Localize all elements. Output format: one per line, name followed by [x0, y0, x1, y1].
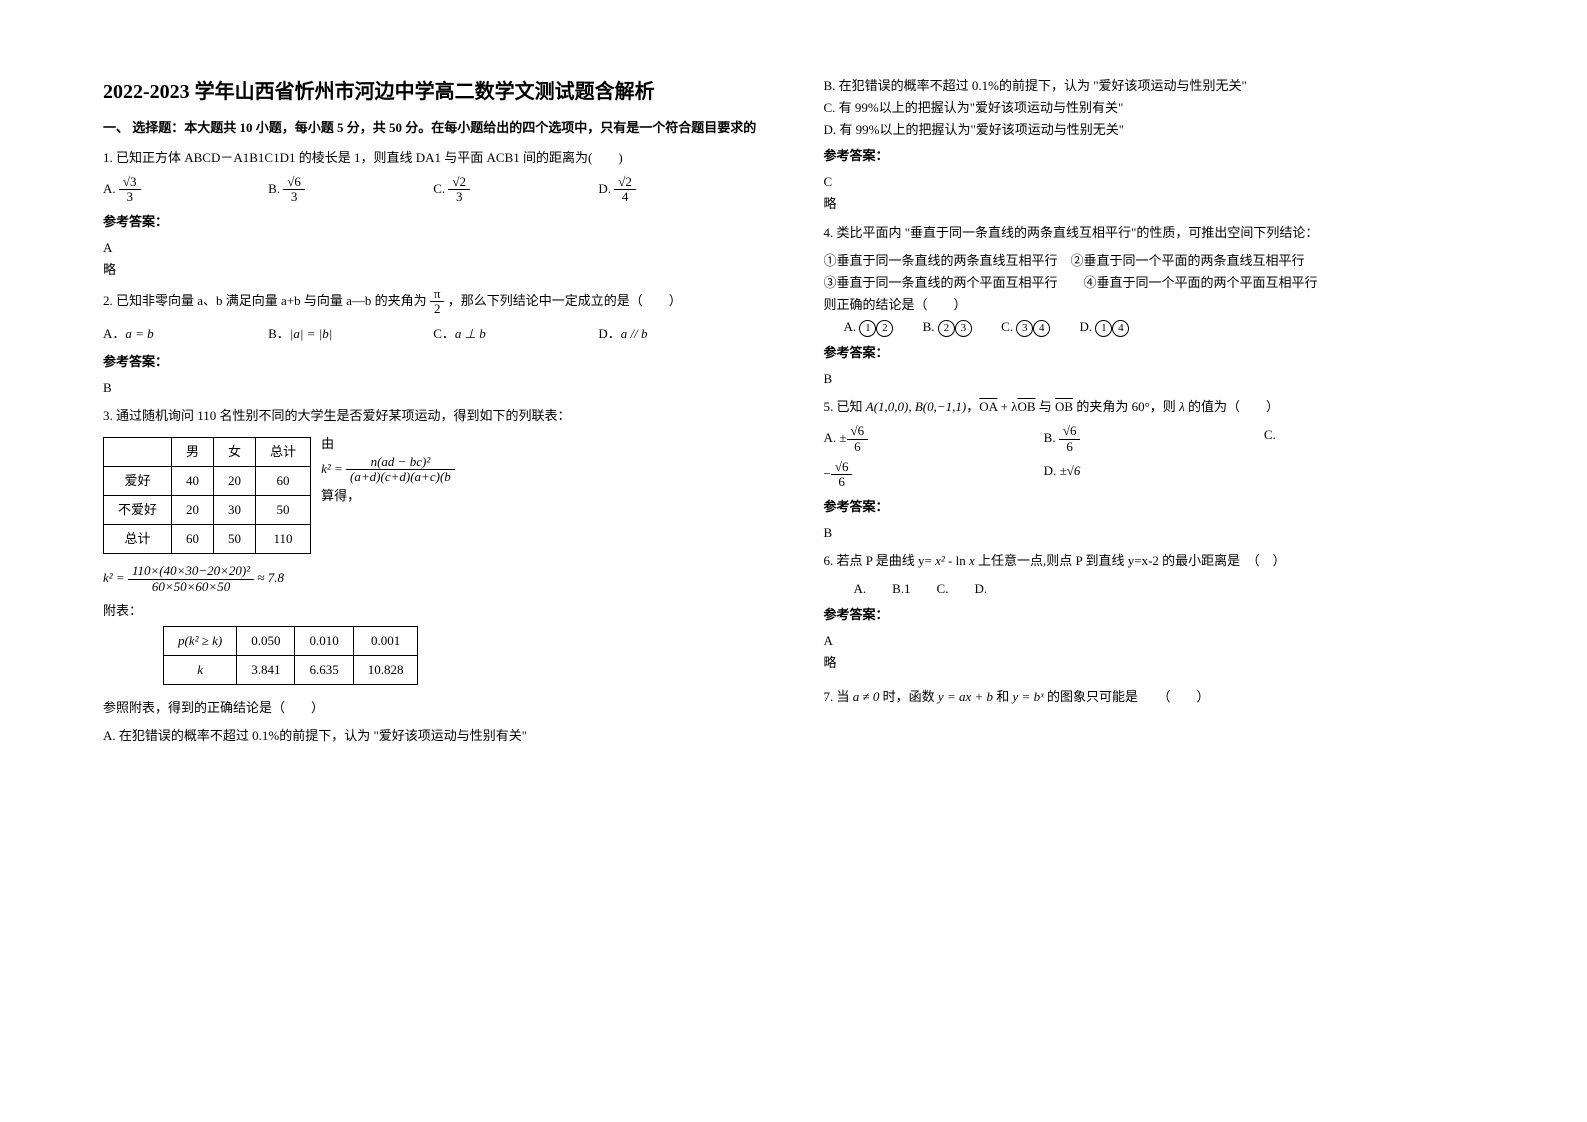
- q6-exp: 略: [824, 652, 1485, 674]
- q5-opt-c: −√66: [824, 460, 1044, 490]
- q5-options-row1: A. ±√66 B. √66 C.: [824, 424, 1485, 454]
- q1-ans: A: [103, 237, 764, 259]
- q5-opt-a: A. ±√66: [824, 424, 1044, 454]
- q4-ans: B: [824, 368, 1485, 390]
- q5-ans-label: 参考答案：: [824, 496, 1485, 518]
- q4-li1: ①垂直于同一条直线的两条直线互相平行 ②垂直于同一个平面的两条直线互相平行: [824, 250, 1485, 272]
- q3-exp: 略: [824, 193, 1485, 215]
- q3-attach-label: 附表：: [103, 600, 764, 622]
- q7-stem: 7. 当 a ≠ 0 时，函数 y = ax + b 和 y = bˣ 的图象只…: [824, 686, 1485, 708]
- q1-stem: 1. 已知正方体 ABCD－A1B1C1D1 的棱长是 1，则直线 DA1 与平…: [103, 147, 764, 169]
- q2-stem: 2. 已知非零向量 a、b 满足向量 a+b 与向量 a—b 的夹角为 π2 ，…: [103, 287, 764, 317]
- q3-table-row: 男 女 总计 爱好402060 不爱好203050 总计6050110 由 k²…: [103, 433, 764, 558]
- q2-opt-c: C．a ⊥ b: [433, 323, 598, 345]
- q3-opt-a: A. 在犯错误的概率不超过 0.1%的前提下，认为 "爱好该项运动与性别有关": [103, 725, 764, 747]
- q2-ans: B: [103, 377, 764, 399]
- q2-opt-b: B．|a| = |b|: [268, 323, 433, 345]
- q1-opt-c: C. √23: [433, 175, 598, 205]
- q3-ans: C: [824, 171, 1485, 193]
- q3-attach-table: p(k² ≥ k) 0.050 0.010 0.001 k 3.841 6.63…: [163, 626, 418, 685]
- q2-ans-label: 参考答案：: [103, 351, 764, 373]
- q6-ans: A: [824, 630, 1485, 652]
- q4-stem-a: 4. 类比平面内 "垂直于同一条直线的两条直线互相平行"的性质，可推出空间下列结…: [824, 222, 1485, 244]
- q4-options: A. 12 B. 23 C. 34 D. 14: [844, 316, 1485, 338]
- q3-table: 男 女 总计 爱好402060 不爱好203050 总计6050110: [103, 437, 311, 554]
- q4-ans-label: 参考答案：: [824, 342, 1485, 364]
- q3-side: 由 k² = n(ad − bc)² (a+d)(c+d)(a+c)(b 算得，: [311, 433, 455, 507]
- q3-ans-label: 参考答案：: [824, 145, 1485, 167]
- q1-ans-label: 参考答案：: [103, 211, 764, 233]
- q5-opt-b: B. √66: [1044, 424, 1264, 454]
- q3-opt-c: C. 有 99%以上的把握认为"爱好该项运动与性别有关": [824, 97, 1485, 119]
- q1-opt-a: A. √33: [103, 175, 268, 205]
- q3-k-formula: k² = 110×(40×30−20×20)² 60×50×60×50 ≈ 7.…: [103, 564, 764, 594]
- q2-opt-a: A．a = b: [103, 323, 268, 345]
- left-column: 2022-2023 学年山西省忻州市河边中学高二数学文测试题含解析 一、 选择题…: [95, 75, 794, 747]
- q6-options: A. B.1 C. D.: [854, 578, 1485, 600]
- q3-opt-b: B. 在犯错误的概率不超过 0.1%的前提下，认为 "爱好该项运动与性别无关": [824, 75, 1485, 97]
- q5-opt-c-label: C.: [1264, 424, 1484, 454]
- q1-options: A. √33 B. √63 C. √23 D. √24: [103, 175, 764, 205]
- q1-exp: 略: [103, 259, 764, 281]
- doc-title: 2022-2023 学年山西省忻州市河边中学高二数学文测试题含解析: [103, 75, 764, 109]
- q3-stem: 3. 通过随机询问 110 名性别不同的大学生是否爱好某项运动，得到如下的列联表…: [103, 405, 764, 427]
- q6-ans-label: 参考答案：: [824, 604, 1485, 626]
- section-1-head: 一、 选择题：本大题共 10 小题，每小题 5 分，共 50 分。在每小题给出的…: [103, 117, 764, 139]
- right-column: B. 在犯错误的概率不超过 0.1%的前提下，认为 "爱好该项运动与性别无关" …: [794, 75, 1493, 747]
- q6-stem: 6. 若点 P 是曲线 y= x² - ln x 上任意一点,则点 P 到直线 …: [824, 550, 1485, 572]
- q5-ans: B: [824, 522, 1485, 544]
- q3-opt-d: D. 有 99%以上的把握认为"爱好该项运动与性别无关": [824, 119, 1485, 141]
- q3-tail: 参照附表，得到的正确结论是（ ）: [103, 697, 764, 719]
- q4-stem-b: 则正确的结论是（ ）: [824, 294, 1485, 316]
- q5-opt-d: D. ±√6: [1044, 460, 1264, 490]
- q2-opt-d: D．a // b: [598, 323, 763, 345]
- q1-opt-b: B. √63: [268, 175, 433, 205]
- q4-li2: ③垂直于同一条直线的两个平面互相平行 ④垂直于同一个平面的两个平面互相平行: [824, 272, 1485, 294]
- q5-stem: 5. 已知 A(1,0,0), B(0,−1,1)，OA + λOB 与 OB …: [824, 396, 1485, 418]
- q1-opt-d: D. √24: [598, 175, 763, 205]
- q2-options: A．a = b B．|a| = |b| C．a ⊥ b D．a // b: [103, 323, 764, 345]
- q5-options-row2: −√66 D. ±√6: [824, 460, 1485, 490]
